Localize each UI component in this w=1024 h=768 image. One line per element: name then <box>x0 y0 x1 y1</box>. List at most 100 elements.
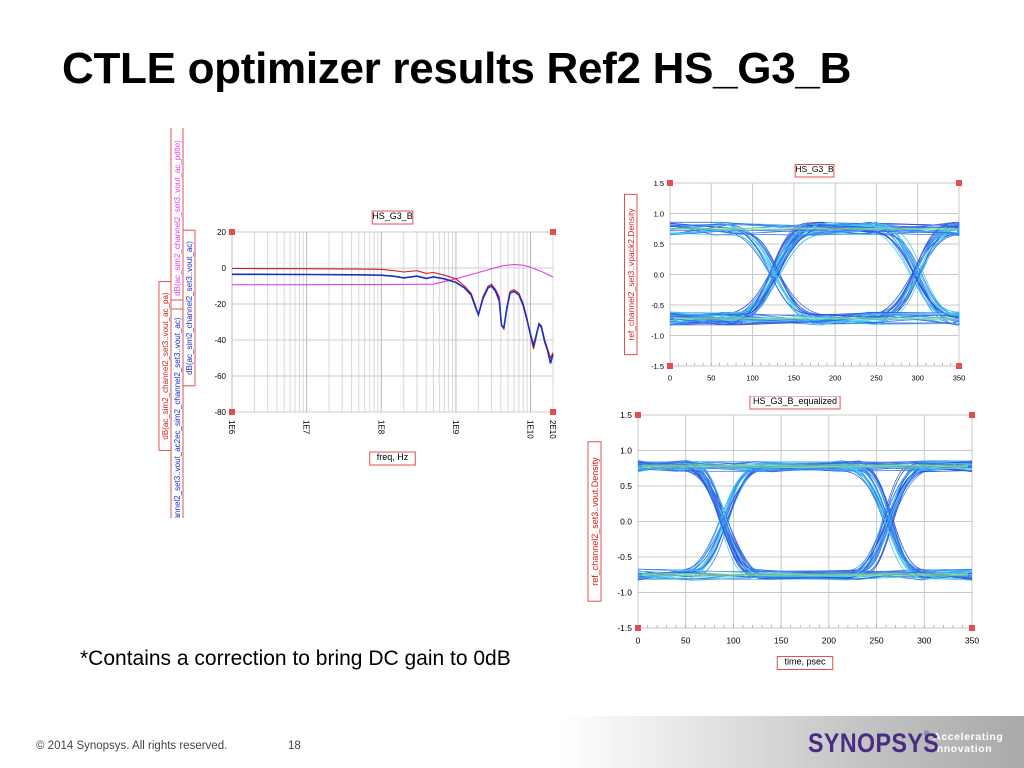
eye-trace <box>669 229 960 326</box>
y-tick-label: -1.5 <box>651 362 664 371</box>
page-number: 18 <box>288 740 301 752</box>
x-tick-label: 350 <box>953 374 966 383</box>
y-tick-label: 1.5 <box>620 410 632 420</box>
chart-title: HS_G3_B <box>372 211 413 221</box>
y-tick-label: -60 <box>214 372 226 381</box>
x-tick-label: 250 <box>870 374 883 383</box>
x-tick-label: 1E7 <box>302 420 311 435</box>
x-axis-label-group: time, psec <box>776 656 834 670</box>
y-tick-label: 1.0 <box>620 446 632 456</box>
chart-title-frame <box>371 210 414 225</box>
y-tick-label: 0.0 <box>654 271 664 280</box>
x-axis-label-frame <box>776 656 834 670</box>
axis-corner-marker <box>667 363 673 369</box>
chart-title: HS_G3_B_equalized <box>753 396 837 406</box>
x-tick-label: 100 <box>746 374 759 383</box>
series-line-1 <box>232 263 554 286</box>
logo-registered-mark: ® <box>924 730 930 738</box>
eye-trace <box>670 223 960 322</box>
series-line-3 <box>231 273 554 364</box>
y-axis-label-frame <box>587 441 602 602</box>
y-axis-label-3: dB(ac_sim2_channel2_set3..vout_ac) <box>185 241 194 375</box>
eye-trace <box>669 223 960 320</box>
x-tick-label: 0 <box>668 374 672 383</box>
y-axis-label: ref_channel2_set3..vout.Density <box>590 457 600 586</box>
logo-wordmark: SYNOPSYS <box>808 727 940 758</box>
y-tick-label: -1.0 <box>651 332 664 341</box>
dc-gain-note: *Contains a correction to bring DC gain … <box>80 647 511 670</box>
y-axis-label-1-group: dB(ac_sim2_channel2_set3..vout_ac_pdtle) <box>170 126 184 310</box>
slide-title: CTLE optimizer results Ref2 HS_G3_B <box>62 44 852 93</box>
y-axis-label-1: dB(ac_sim2_channel2_set3..vout_ac_pdtle) <box>173 140 182 296</box>
frequency-response-chart: 20 0 -20 -40 -60 -80 1E6 1E7 1E8 1E9 1E10 2E10 HS_G3… <box>150 126 570 593</box>
y-axis-label-4: dB(ac_sim2_channel2_set3..vout_ac2ec_sim… <box>173 317 182 518</box>
axis-corner-marker <box>550 229 556 235</box>
axis-corner-marker <box>956 363 962 369</box>
chart-title-frame <box>749 395 841 410</box>
y-tick-label: 0.5 <box>620 481 632 491</box>
chart-title-group: HS_G3_B <box>371 210 414 225</box>
y-tick-label: -0.5 <box>617 552 632 562</box>
chart-title-group: HS_G3_B <box>794 164 835 178</box>
x-tick-label: 200 <box>829 374 842 383</box>
eye-trace <box>669 221 960 326</box>
chart-title-group: HS_G3_B_equalized <box>749 395 841 410</box>
y-tick-label: -0.5 <box>651 301 664 310</box>
x-tick-label: 2E10 <box>548 420 557 439</box>
y-tick-label: 20 <box>217 228 226 237</box>
axis-corner-marker <box>969 625 975 631</box>
x-tick-label: 50 <box>681 636 691 646</box>
logo-tagline: Accelerating Innovation <box>933 731 1003 755</box>
eye-diagram-equalized-svg: 1.5 1.0 0.5 0.0 -0.5 -1.0 -1.5 0 50 100 150 200 250 3… <box>587 395 979 670</box>
axis-corner-marker <box>229 229 235 235</box>
x-tick-label: 200 <box>822 636 836 646</box>
axis-corner-marker <box>229 409 235 415</box>
eye-diagram-unequalized-chart: 1.5 1.0 0.5 0.0 -0.5 -1.0 -1.5 0 50 100 150 200 250 3… <box>618 158 990 408</box>
y-tick-label: -80 <box>214 408 226 417</box>
axis-corner-marker <box>667 180 673 186</box>
chart-title-frame <box>794 164 835 178</box>
eye-trace <box>669 224 960 236</box>
eye-trace <box>669 222 960 325</box>
footer-bar <box>0 716 1024 768</box>
y-tick-label: -20 <box>214 300 226 309</box>
x-tick-label: 50 <box>707 374 715 383</box>
axis-corner-marker <box>635 412 641 418</box>
y-axis-label: ref_channel2_set3..vpack2.Density <box>626 208 636 341</box>
chart-title: HS_G3_B <box>795 164 834 174</box>
y-axis-label-group: ref_channel2_set3..vout.Density <box>587 441 602 602</box>
axis-corner-marker <box>969 412 975 418</box>
x-tick-label: 1E8 <box>376 420 385 435</box>
x-tick-label: 350 <box>965 636 979 646</box>
y-tick-label: -1.0 <box>617 588 632 598</box>
x-axis-label-frame <box>369 451 416 466</box>
x-tick-label: 250 <box>869 636 883 646</box>
copyright-text: © 2014 Synopsys. All rights reserved. <box>36 740 228 752</box>
axis-corner-marker <box>635 625 641 631</box>
x-tick-label: 100 <box>726 636 740 646</box>
eye-trace <box>669 222 960 323</box>
logo-tagline-line-2: Innovation <box>933 743 993 755</box>
x-axis-label-group: freq, Hz <box>369 451 416 466</box>
y-axis-label-frame <box>624 193 638 356</box>
x-tick-label: 150 <box>788 374 801 383</box>
x-tick-label: 0 <box>636 636 641 646</box>
x-tick-label: 300 <box>917 636 931 646</box>
y-tick-label: 0.0 <box>620 517 632 527</box>
eye-diagram-equalized-chart: 1.5 1.0 0.5 0.0 -0.5 -1.0 -1.5 0 50 100 150 200 250 3… <box>582 395 992 678</box>
y-tick-label: -40 <box>214 336 226 345</box>
y-axis-label-group: ref_channel2_set3..vpack2.Density <box>624 193 638 356</box>
eye-diagram-unequalized-svg: 1.5 1.0 0.5 0.0 -0.5 -1.0 -1.5 0 50 100 150 200 250 3… <box>624 164 966 383</box>
y-tick-label: 1.5 <box>654 179 664 188</box>
eye-trace <box>669 221 960 318</box>
eye-trace <box>669 228 960 317</box>
x-tick-label: 1E9 <box>451 420 460 435</box>
y-axis-label-2: dB(ac_sim2_channel2_set3..vout_ac_pa) <box>161 292 170 440</box>
eye-trace <box>637 464 973 576</box>
y-tick-label: 1.0 <box>654 210 664 219</box>
y-axis-label-4-group: dB(ac_sim2_channel2_set3..vout_ac2ec_sim… <box>170 299 184 593</box>
y-tick-label: 0.5 <box>654 240 664 249</box>
x-axis-label: time, psec <box>784 657 826 667</box>
eye-trace <box>669 225 960 320</box>
